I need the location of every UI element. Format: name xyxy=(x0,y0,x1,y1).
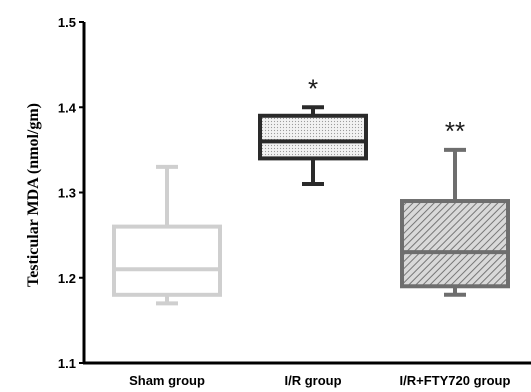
box-1 xyxy=(112,164,222,306)
y-tick-label: 1.2 xyxy=(58,271,76,286)
y-tick-label: 1.4 xyxy=(58,100,77,115)
y-axis-title: Testicular MDA (nmol/gm) xyxy=(25,103,42,287)
box-3: ** xyxy=(400,116,510,297)
significance-marker: ** xyxy=(445,116,465,146)
x-category-label: Sham group xyxy=(129,373,205,388)
iqr-box xyxy=(258,113,368,161)
box-2: * xyxy=(258,73,368,186)
y-ticks: 1.1 1.2 1.3 1.4 1.5 xyxy=(58,15,84,371)
category-labels: Sham group I/R group I/R+FTY720 group xyxy=(129,373,510,388)
iqr-box xyxy=(400,199,510,289)
iqr-box xyxy=(112,224,222,297)
significance-marker: * xyxy=(308,73,318,103)
y-tick-label: 1.1 xyxy=(58,356,76,371)
y-tick-label: 1.5 xyxy=(58,15,76,30)
boxes: *** xyxy=(112,73,510,306)
x-category-label: I/R+FTY720 group xyxy=(400,373,511,388)
y-tick-label: 1.3 xyxy=(58,186,76,201)
x-category-label: I/R group xyxy=(284,373,341,388)
